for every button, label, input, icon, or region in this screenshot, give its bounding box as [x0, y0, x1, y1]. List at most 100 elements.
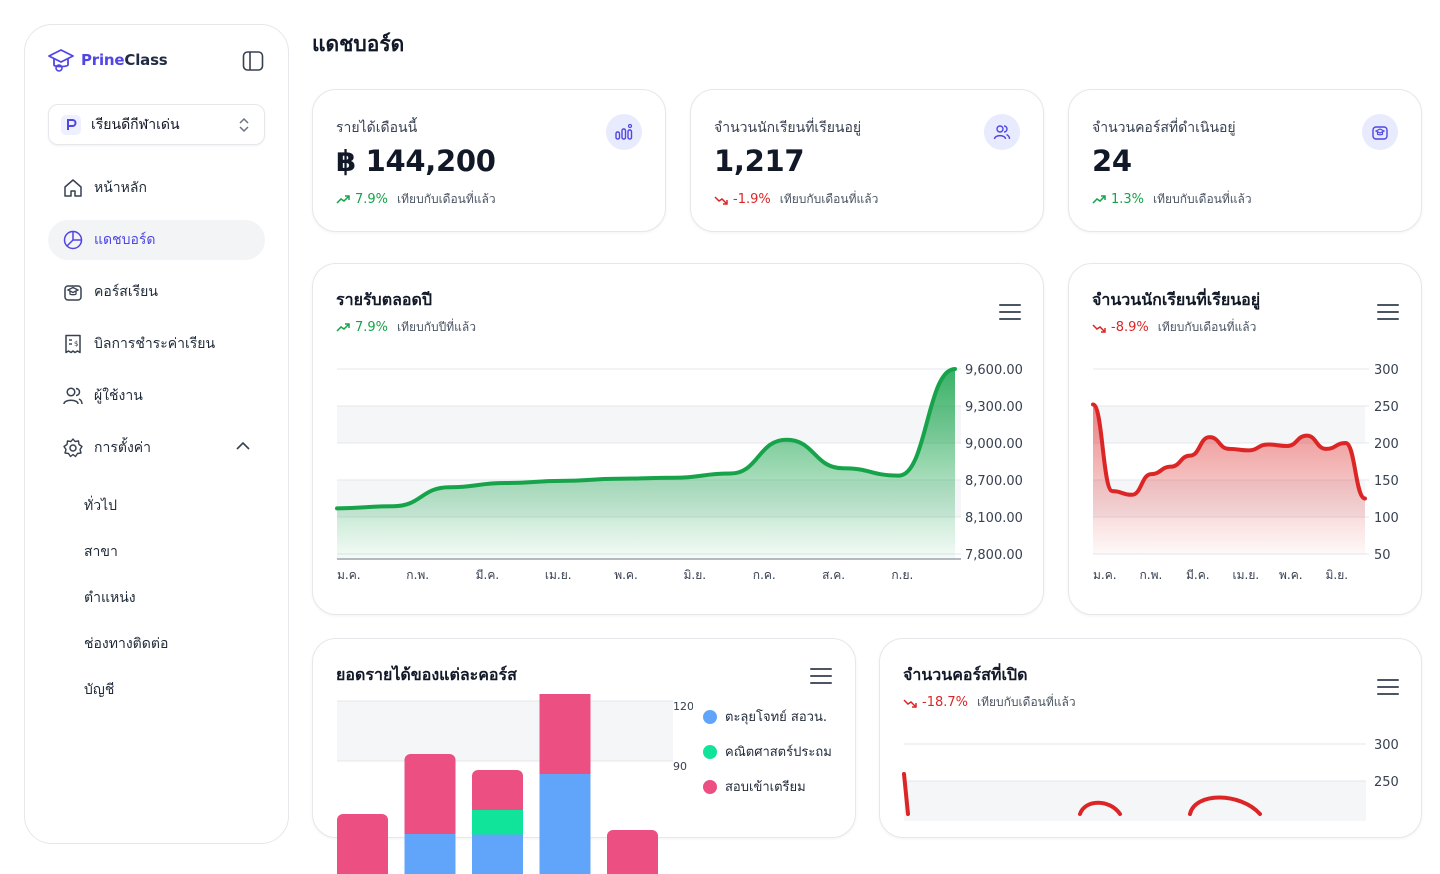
- trend-down-icon: [1092, 323, 1106, 333]
- nav-item-label: บิลการชำระค่าเรียน: [94, 336, 216, 352]
- nav-item-label: ผู้ใช้งาน: [94, 388, 143, 404]
- y-tick-label: 300: [1374, 363, 1399, 378]
- page-title: แดชบอร์ด: [312, 32, 405, 56]
- x-tick-label: มิ.ย.: [684, 568, 707, 582]
- x-tick-label: ม.ค.: [337, 568, 361, 582]
- legend-dot: [703, 744, 717, 759]
- bar-segment-body: [539, 694, 591, 774]
- y-tick-label: 120: [673, 700, 693, 713]
- nav-item-label: คอร์สเรียน: [94, 284, 158, 300]
- stat-card-courses: จำนวนคอร์สที่ดำเนินอยู่ 24 1.3% เทียบกับ…: [1068, 89, 1422, 232]
- chart-legend: ตะลุยโจทย์ สอวน. คณิตศาสตร์ประถม สอบเข้า…: [703, 699, 832, 804]
- subnav-item-position[interactable]: ตำแหน่ง: [84, 590, 136, 606]
- course-revenue-card: ยอดรายได้ของแต่ละคอร์ส 120 90 ตะลุยโจทย์ …: [312, 638, 856, 874]
- subnav-item-branch[interactable]: สาขา: [84, 544, 118, 560]
- nav-item-billing[interactable]: $ บิลการชำระค่าเรียน: [48, 324, 265, 364]
- legend-label: สอบเข้าเตรียม: [725, 780, 806, 795]
- sidebar-toggle-icon[interactable]: [241, 49, 265, 73]
- y-tick-label: 9,600.00: [965, 363, 1023, 378]
- bar-segment-body: [607, 836, 658, 874]
- x-tick-label: ก.พ.: [1140, 568, 1163, 582]
- subnav-item-account[interactable]: บัญชี: [84, 682, 115, 698]
- stat-value: ฿ 144,200: [336, 144, 496, 178]
- chart-menu-icon[interactable]: [1377, 679, 1399, 697]
- y-tick-label: 90: [673, 760, 687, 773]
- bar-segment[interactable]: [472, 810, 523, 835]
- bar-segment[interactable]: [539, 774, 591, 874]
- open-courses-line-chart: 300 250: [902, 738, 1399, 821]
- students-area-chart: 300 250 200 150 100 50 ม.ค. ก.พ. มี.ค. เม.ย. พ.ค.…: [1091, 363, 1399, 582]
- nav-item-settings[interactable]: การตั้งค่า: [48, 428, 265, 468]
- x-tick-label: เม.ย.: [545, 568, 572, 582]
- bar-segment-body: [404, 760, 456, 834]
- chart-menu-icon[interactable]: [810, 668, 832, 686]
- students-series-line: [1091, 402, 1367, 501]
- y-tick-label: 8,100.00: [965, 511, 1023, 526]
- nav-item-label: แดชบอร์ด: [94, 232, 156, 248]
- app-logo[interactable]: PrineClass: [47, 47, 168, 73]
- legend-label: คณิตศาสตร์ประถม: [725, 745, 832, 760]
- trend-down-icon: [714, 195, 728, 205]
- stat-label: จำนวนคอร์สที่ดำเนินอยู่: [1092, 120, 1236, 136]
- card-change-note: เทียบกับเดือนที่แล้ว: [977, 695, 1076, 709]
- card-title: ยอดรายได้ของแต่ละคอร์ส: [336, 665, 517, 684]
- legend-item[interactable]: ตะลุยโจทย์ สอวน.: [703, 699, 832, 734]
- x-tick-label: ก.ย.: [891, 568, 913, 582]
- card-title: รายรับตลอดปี: [336, 290, 433, 309]
- stat-card-revenue: รายได้เดือนนี้ ฿ 144,200 7.9% เทียบกับเด…: [312, 89, 666, 232]
- bar-segment-body: [472, 776, 523, 810]
- card-change-value: -18.7%: [922, 695, 968, 710]
- logo-icon: [48, 49, 74, 72]
- subnav-item-general[interactable]: ทั่วไป: [84, 498, 118, 514]
- stat-card-students: จำนวนนักเรียนที่เรียนอยู่ 1,217 -1.9% เท…: [690, 89, 1044, 232]
- chevron-up-down-icon: [239, 117, 249, 132]
- x-tick-label: มิ.ย.: [1326, 568, 1349, 582]
- stat-change: 1.3% เทียบกับเดือนที่แล้ว: [1092, 190, 1252, 209]
- students-chart-card: จำนวนนักเรียนที่เรียนอยู่ -8.9% เทียบกับ…: [1068, 263, 1422, 615]
- stat-change-value: 1.3%: [1111, 192, 1145, 207]
- x-tick-label: ม.ค.: [1093, 568, 1117, 582]
- legend-label: ตะลุยโจทย์ สอวน.: [725, 710, 827, 725]
- nav-item-courses[interactable]: คอร์สเรียน: [48, 272, 265, 312]
- stat-change-value: -1.9%: [733, 192, 771, 207]
- bar-segment[interactable]: [404, 834, 456, 874]
- y-tick-label: 100: [1374, 511, 1399, 526]
- branch-selector[interactable]: เรียนดีกีฬาเด่น: [48, 104, 265, 145]
- nav-item-users[interactable]: ผู้ใช้งาน: [48, 376, 265, 416]
- legend-item[interactable]: คณิตศาสตร์ประถม: [703, 734, 832, 769]
- users-icon: [984, 114, 1020, 150]
- revenue-area-fill: [337, 369, 955, 559]
- nav-item-dashboard[interactable]: แดชบอร์ด: [48, 220, 265, 260]
- revenue-series-line: [335, 367, 957, 511]
- svg-text:$: $: [74, 340, 78, 348]
- card-change-value: 7.9%: [355, 320, 389, 335]
- x-tick-label: มี.ค.: [476, 568, 500, 582]
- y-tick-label: 200: [1374, 437, 1399, 452]
- chart-menu-icon[interactable]: [999, 304, 1021, 322]
- x-tick-label: ก.ค.: [753, 568, 776, 582]
- card-change-note: เทียบกับเดือนที่แล้ว: [1157, 320, 1257, 334]
- graduation-cap-icon: [62, 281, 84, 303]
- card-title: จำนวนนักเรียนที่เรียนอยู่: [1092, 290, 1261, 309]
- pie-chart-icon: [62, 229, 84, 251]
- legend-item[interactable]: สอบเข้าเตรียม: [703, 769, 832, 804]
- card-change-value: -8.9%: [1111, 320, 1149, 335]
- branch-name: เรียนดีกีฬาเด่น: [91, 116, 180, 133]
- bar-segment[interactable]: [472, 834, 523, 874]
- trend-up-icon: [336, 194, 350, 204]
- logo-text: PrineClass: [81, 51, 168, 69]
- nav-item-home[interactable]: หน้าหลัก: [48, 168, 265, 208]
- subnav-item-contact[interactable]: ช่องทางติดต่อ: [84, 636, 169, 652]
- y-tick-label: 9,300.00: [965, 400, 1023, 415]
- nav-item-label: การตั้งค่า: [94, 440, 152, 456]
- trend-down-icon: [903, 698, 917, 708]
- stat-change-note: เทียบกับเดือนที่แล้ว: [1153, 192, 1252, 206]
- trend-up-icon: [1092, 194, 1106, 204]
- stat-change-value: 7.9%: [355, 192, 389, 207]
- stat-value: 24: [1092, 144, 1132, 178]
- stat-change: 7.9% เทียบกับเดือนที่แล้ว: [336, 190, 496, 209]
- chart-menu-icon[interactable]: [1377, 304, 1399, 322]
- y-tick-label: 7,800.00: [965, 548, 1023, 563]
- x-tick-label: พ.ค.: [614, 568, 638, 582]
- sidebar: PrineClass เรียนดีกีฬาเด่น หน้าหลัก แดชบ…: [24, 24, 289, 844]
